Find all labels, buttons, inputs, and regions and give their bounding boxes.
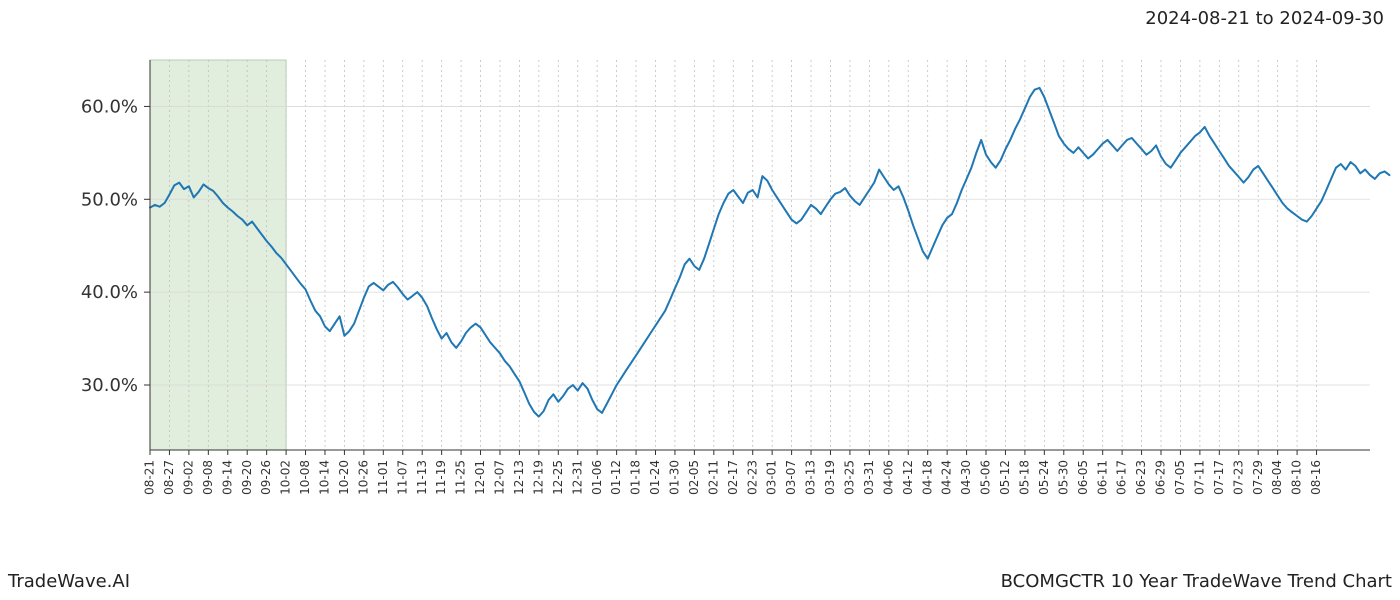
x-tick-label: 07-29 bbox=[1251, 460, 1265, 495]
x-tick-label: 05-30 bbox=[1056, 460, 1070, 495]
x-tick-label: 06-11 bbox=[1095, 460, 1109, 495]
series-line-bcomgctr bbox=[150, 88, 1389, 417]
x-tick-label: 08-21 bbox=[143, 460, 157, 495]
x-tick-label: 07-17 bbox=[1212, 460, 1226, 495]
x-tick-label: 02-17 bbox=[726, 460, 740, 495]
chart-svg: 30.0% 40.0% 50.0% 60.0% 08-21 08-27 09-02 09-08… bbox=[0, 40, 1400, 540]
x-tick-label: 06-17 bbox=[1115, 460, 1129, 495]
x-tick-label: 08-27 bbox=[162, 460, 176, 495]
x-tick-label: 06-05 bbox=[1076, 460, 1090, 495]
y-tick-label: 60.0% bbox=[81, 96, 138, 117]
x-tick-label: 03-01 bbox=[765, 460, 779, 495]
x-tick-label: 02-05 bbox=[687, 460, 701, 495]
x-tick-label: 11-07 bbox=[395, 460, 409, 495]
x-tick-label: 11-25 bbox=[454, 460, 468, 495]
x-tick-label: 02-23 bbox=[745, 460, 759, 495]
x-tick-label: 10-20 bbox=[337, 460, 351, 495]
x-tick-label: 01-30 bbox=[668, 460, 682, 495]
highlight-range bbox=[150, 60, 286, 450]
x-tick-label: 12-19 bbox=[531, 460, 545, 495]
x-tick-label: 05-06 bbox=[979, 460, 993, 495]
x-tick-label: 03-13 bbox=[804, 460, 818, 495]
x-tick-label: 07-23 bbox=[1231, 460, 1245, 495]
x-tick-label: 12-13 bbox=[512, 460, 526, 495]
x-tick-label: 11-19 bbox=[434, 460, 448, 495]
x-tick-label: 01-18 bbox=[629, 460, 643, 495]
x-tick-label: 12-01 bbox=[473, 460, 487, 495]
x-tick-label: 01-12 bbox=[609, 460, 623, 495]
y-tick-label: 50.0% bbox=[81, 189, 138, 210]
x-tick-label: 11-13 bbox=[415, 460, 429, 495]
brand-label: TradeWave.AI bbox=[8, 571, 130, 592]
x-tick-label: 09-20 bbox=[240, 460, 254, 495]
x-tick-label: 12-25 bbox=[551, 460, 565, 495]
x-tick-label: 04-06 bbox=[881, 460, 895, 495]
x-tick-label: 03-19 bbox=[823, 460, 837, 495]
x-tick-label: 10-14 bbox=[318, 460, 332, 495]
x-tick-label: 02-11 bbox=[706, 460, 720, 495]
x-tick-label: 12-07 bbox=[493, 460, 507, 495]
x-tick-label: 07-11 bbox=[1192, 460, 1206, 495]
x-tick-label: 07-05 bbox=[1173, 460, 1187, 495]
x-tick-label: 05-24 bbox=[1037, 460, 1051, 495]
x-tick-label: 08-04 bbox=[1270, 460, 1284, 495]
x-tick-label: 08-16 bbox=[1309, 460, 1323, 495]
x-tick-label: 09-02 bbox=[181, 460, 195, 495]
y-tick-label: 30.0% bbox=[81, 375, 138, 396]
x-tick-label: 08-10 bbox=[1290, 460, 1304, 495]
x-tick-label: 10-26 bbox=[356, 460, 370, 495]
x-tick-label: 04-30 bbox=[959, 460, 973, 495]
x-tick-label: 11-01 bbox=[376, 460, 390, 495]
x-tick-label: 05-18 bbox=[1018, 460, 1032, 495]
x-tick-label: 04-24 bbox=[940, 460, 954, 495]
x-tick-label: 03-25 bbox=[843, 460, 857, 495]
date-range: 2024-08-21 to 2024-09-30 bbox=[1145, 8, 1384, 29]
y-tick-label: 40.0% bbox=[81, 282, 138, 303]
chart-area: 30.0% 40.0% 50.0% 60.0% 08-21 08-27 09-02 09-08… bbox=[0, 40, 1400, 540]
x-tick-label: 03-07 bbox=[784, 460, 798, 495]
x-tick-label: 01-06 bbox=[590, 460, 604, 495]
x-tick-label: 09-08 bbox=[201, 460, 215, 495]
x-tick-label: 12-31 bbox=[570, 460, 584, 495]
x-tick-label: 04-18 bbox=[920, 460, 934, 495]
x-tick-label: 01-24 bbox=[648, 460, 662, 495]
chart-title: BCOMGCTR 10 Year TradeWave Trend Chart bbox=[1001, 571, 1392, 592]
x-tick-label: 10-02 bbox=[279, 460, 293, 495]
x-tick-label: 05-12 bbox=[998, 460, 1012, 495]
x-tick-label: 10-08 bbox=[298, 460, 312, 495]
x-tick-label: 06-23 bbox=[1134, 460, 1148, 495]
x-tick-label: 06-29 bbox=[1154, 460, 1168, 495]
x-tick-label: 04-12 bbox=[901, 460, 915, 495]
x-tick-label: 09-26 bbox=[259, 460, 273, 495]
x-tick-label: 03-31 bbox=[862, 460, 876, 495]
x-tick-label: 09-14 bbox=[220, 460, 234, 495]
